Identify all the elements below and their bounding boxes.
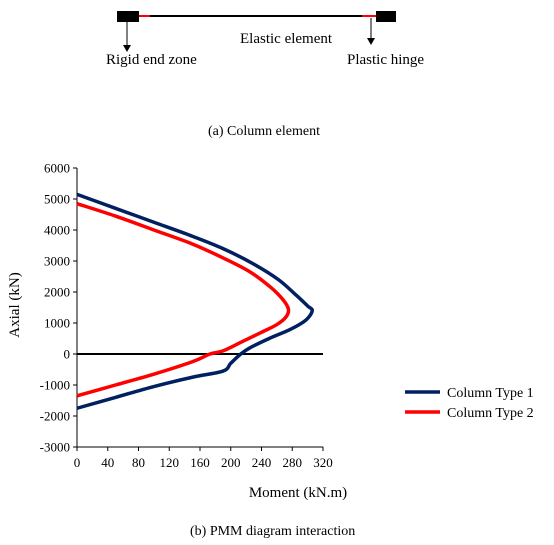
x-tick-label: 0 bbox=[74, 455, 81, 470]
x-tick-label: 120 bbox=[160, 455, 180, 470]
x-tick-label: 320 bbox=[313, 455, 333, 470]
x-tick-label: 240 bbox=[252, 455, 272, 470]
y-tick-label: 0 bbox=[64, 347, 71, 362]
y-tick-label: 3000 bbox=[44, 254, 70, 269]
y-tick-label: -2000 bbox=[40, 409, 70, 424]
rigid-end-zone-label: Rigid end zone bbox=[106, 52, 197, 68]
rigid-end-zone-block-left bbox=[117, 11, 139, 22]
plastic-hinge-arrowhead bbox=[367, 38, 375, 45]
column-element-diagram bbox=[117, 11, 396, 52]
x-tick-label: 160 bbox=[190, 455, 210, 470]
elastic-element-label: Elastic element bbox=[240, 31, 333, 47]
y-tick-label: 2000 bbox=[44, 285, 70, 300]
rigid-end-zone-arrowhead bbox=[123, 45, 131, 52]
y-axis-label: Axial (kN) bbox=[7, 272, 23, 337]
legend: Column Type 1 Column Type 2 bbox=[405, 386, 534, 421]
rigid-end-zone-block-right bbox=[376, 11, 396, 22]
legend-label-2: Column Type 2 bbox=[447, 406, 534, 421]
legend-label-1: Column Type 1 bbox=[447, 386, 534, 401]
y-tick-label: -1000 bbox=[40, 378, 70, 393]
y-tick-label: 4000 bbox=[44, 223, 70, 238]
x-tick-label: 80 bbox=[132, 455, 145, 470]
y-tick-label: 1000 bbox=[44, 316, 70, 331]
x-tick-label: 200 bbox=[221, 455, 241, 470]
series-line-2 bbox=[76, 201, 291, 398]
caption-b: (b) PMM diagram interaction bbox=[190, 524, 356, 539]
y-axis-ticks: -3000 -2000 -1000 0 1000 2000 3000 4000 5000 6000 bbox=[40, 161, 77, 455]
x-tick-label: 280 bbox=[283, 455, 303, 470]
caption-a: (a) Column element bbox=[208, 124, 320, 139]
series-line-1 bbox=[76, 192, 314, 410]
y-tick-label: -3000 bbox=[40, 440, 70, 455]
x-axis-label: Moment (kN.m) bbox=[249, 485, 347, 501]
x-tick-label: 40 bbox=[101, 455, 114, 470]
plastic-hinge-label: Plastic hinge bbox=[347, 52, 425, 68]
y-tick-label: 5000 bbox=[44, 192, 70, 207]
x-axis-ticks: 0 40 80 120 160 200 240 280 320 bbox=[74, 447, 333, 470]
series-layer bbox=[76, 192, 314, 410]
y-tick-label: 6000 bbox=[44, 161, 70, 176]
